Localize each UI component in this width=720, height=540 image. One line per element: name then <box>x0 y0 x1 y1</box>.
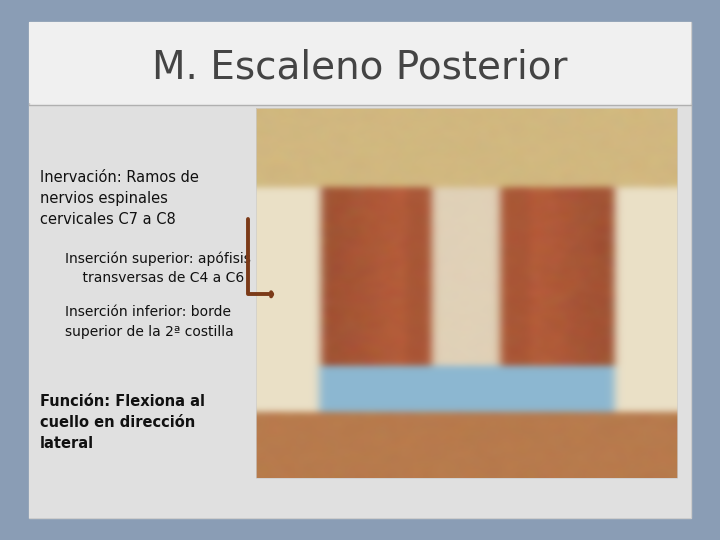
Bar <box>29 22 691 103</box>
Text: Inervación: Ramos de
nervios espinales
cervicales C7 a C8: Inervación: Ramos de nervios espinales c… <box>40 170 199 227</box>
Text: Función: Flexiona al
cuello en dirección
lateral: Función: Flexiona al cuello en dirección… <box>40 394 204 451</box>
Bar <box>256 108 677 478</box>
Bar <box>29 105 691 518</box>
Text: Inserción superior: apófisis
    transversas de C4 a C6: Inserción superior: apófisis transversas… <box>65 251 251 285</box>
Text: Inserción inferior: borde
superior de la 2ª costilla: Inserción inferior: borde superior de la… <box>65 305 233 339</box>
Text: M. Escaleno Posterior: M. Escaleno Posterior <box>152 49 568 86</box>
